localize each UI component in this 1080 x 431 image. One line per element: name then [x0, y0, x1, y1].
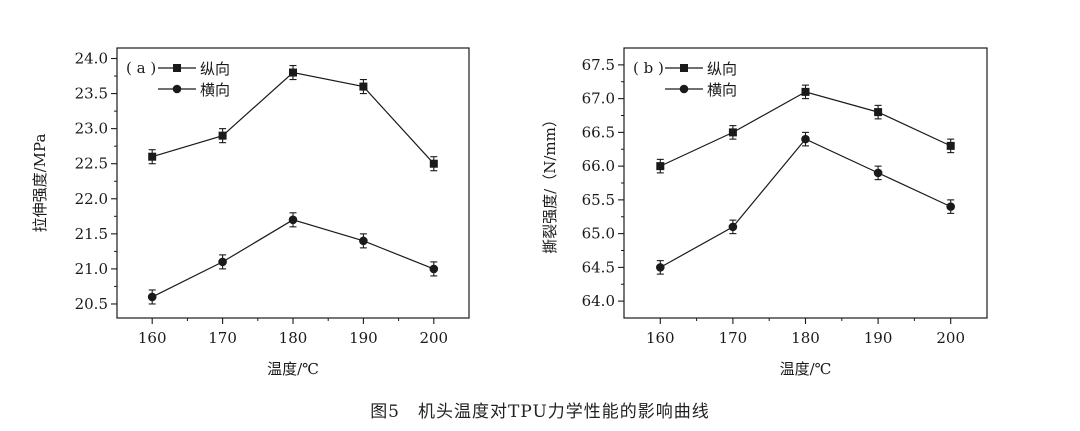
data-point-circle — [801, 134, 810, 144]
data-point-square — [289, 68, 297, 77]
x-tick-label: 170 — [208, 329, 237, 347]
y-tick-label: 23.0 — [75, 120, 108, 138]
y-tick-label: 65.5 — [582, 191, 615, 209]
y-tick-label: 64.0 — [582, 292, 615, 310]
y-tick-label: 21.0 — [75, 260, 108, 278]
y-tick-label: 20.5 — [75, 295, 108, 313]
data-point-square — [218, 131, 227, 140]
x-tick-label: 200 — [419, 329, 448, 347]
legend-marker-circle — [679, 84, 689, 94]
y-tick-label: 66.0 — [582, 157, 615, 175]
y-tick-label: 66.5 — [582, 123, 615, 141]
data-point-circle — [218, 257, 227, 267]
y-tick-label: 24.0 — [75, 50, 108, 68]
x-tick-label: 180 — [791, 329, 820, 347]
series-line-longitudinal — [660, 91, 951, 167]
figure-caption: 图5 机头温度对TPU力学性能的影响曲线 — [370, 402, 710, 422]
legend-label: 纵向 — [200, 60, 230, 78]
panel-label: ( a ) — [126, 59, 156, 77]
data-point-square — [728, 128, 737, 137]
y-tick-label: 64.5 — [582, 258, 615, 276]
legend-label: 横向 — [707, 81, 737, 99]
y-tick-label: 67.0 — [582, 90, 615, 108]
chart-panel-a: 160 170 180 190 200 20.5 21.0 21.5 22.0 22.5 23.0 2… — [31, 47, 470, 378]
data-point-square — [801, 87, 810, 96]
data-point-circle — [147, 292, 157, 302]
legend-marker-circle — [172, 84, 182, 94]
data-point-circle — [359, 236, 368, 246]
data-point-square — [656, 162, 665, 171]
y-tick-label: 22.0 — [75, 190, 108, 208]
series-line-longitudinal — [152, 71, 435, 165]
data-point-circle — [288, 215, 298, 225]
x-tick-label: 170 — [719, 329, 748, 347]
x-tick-label: 160 — [646, 329, 675, 347]
data-point-square — [874, 108, 883, 117]
y-axis-label: 拉伸强度/MPa — [31, 134, 49, 233]
data-point-square — [359, 82, 368, 91]
x-tick-label: 200 — [936, 329, 965, 347]
chart-panel-b: 160 170 180 190 200 64.0 64.5 65.0 65.5 66.0 66.5 6… — [541, 47, 988, 378]
legend-label: 横向 — [200, 81, 230, 99]
series-line-transverse — [151, 219, 435, 298]
data-point-square — [946, 141, 955, 150]
legend-label: 纵向 — [707, 60, 737, 78]
legend-marker-square — [173, 64, 181, 72]
y-tick-label: 67.5 — [582, 56, 615, 74]
data-point-circle — [946, 202, 955, 211]
data-point-circle — [873, 168, 883, 178]
x-tick-label: 160 — [138, 329, 167, 347]
data-point-square — [429, 159, 438, 168]
x-tick-label: 190 — [864, 329, 893, 347]
legend-marker-square — [680, 64, 688, 72]
data-point-square — [148, 152, 157, 161]
y-tick-label: 65.0 — [582, 225, 615, 243]
y-axis-label: 撕裂强度/（N/mm） — [541, 112, 559, 254]
panel-label: ( b ) — [633, 59, 664, 77]
data-point-circle — [656, 263, 665, 272]
y-tick-label: 22.5 — [75, 155, 108, 173]
y-tick-label: 23.5 — [75, 85, 108, 103]
data-point-circle — [728, 222, 738, 232]
data-point-circle — [429, 264, 439, 274]
x-tick-label: 190 — [349, 329, 378, 347]
x-tick-label: 180 — [279, 329, 308, 347]
series-line-transverse — [660, 138, 951, 268]
y-tick-label: 21.5 — [75, 225, 108, 243]
x-axis-label: 温度/℃ — [267, 360, 319, 378]
x-axis-label: 温度/℃ — [780, 360, 832, 378]
